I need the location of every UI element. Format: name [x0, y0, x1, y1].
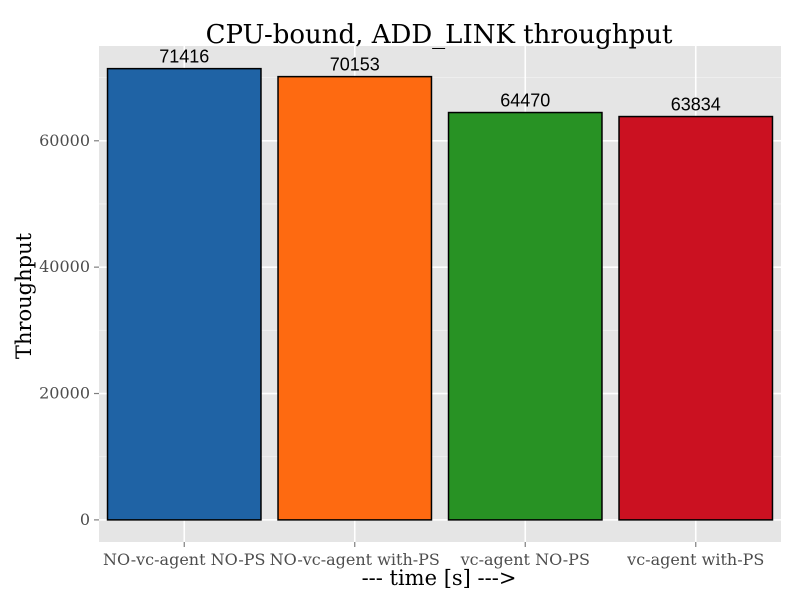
x-tick-label: vc-agent with-PS: [626, 550, 764, 569]
data-label: 71416: [159, 47, 209, 67]
data-label: 70153: [330, 55, 380, 75]
bar: [618, 115, 774, 521]
y-tick-label: 0: [80, 510, 90, 529]
data-label: 64470: [500, 91, 550, 111]
y-tick-label: 60000: [39, 131, 90, 150]
data-label: 63834: [671, 95, 721, 115]
x-axis-title: --- time [s] --->: [362, 566, 517, 590]
x-axis: NO-vc-agent NO-PS NO-vc-agent with-PS vc-a…: [103, 542, 764, 569]
y-tick-label: 20000: [39, 384, 90, 403]
x-tick-label: NO-vc-agent with-PS: [270, 550, 440, 569]
x-tick-label: vc-agent NO-PS: [460, 550, 590, 569]
bars: [106, 67, 774, 521]
y-tick-label: 40000: [39, 257, 90, 276]
y-axis-title: Throughput: [12, 232, 36, 359]
bar: [277, 75, 433, 521]
bar: [447, 111, 603, 521]
bar: [106, 67, 262, 521]
chart-title: CPU-bound, ADD_LINK throughput: [206, 20, 673, 50]
x-tick-label: NO-vc-agent NO-PS: [103, 550, 265, 569]
data-labels: 71416 70153 64470 63834: [159, 47, 721, 115]
y-axis: 0 20000 40000 60000: [39, 131, 99, 529]
